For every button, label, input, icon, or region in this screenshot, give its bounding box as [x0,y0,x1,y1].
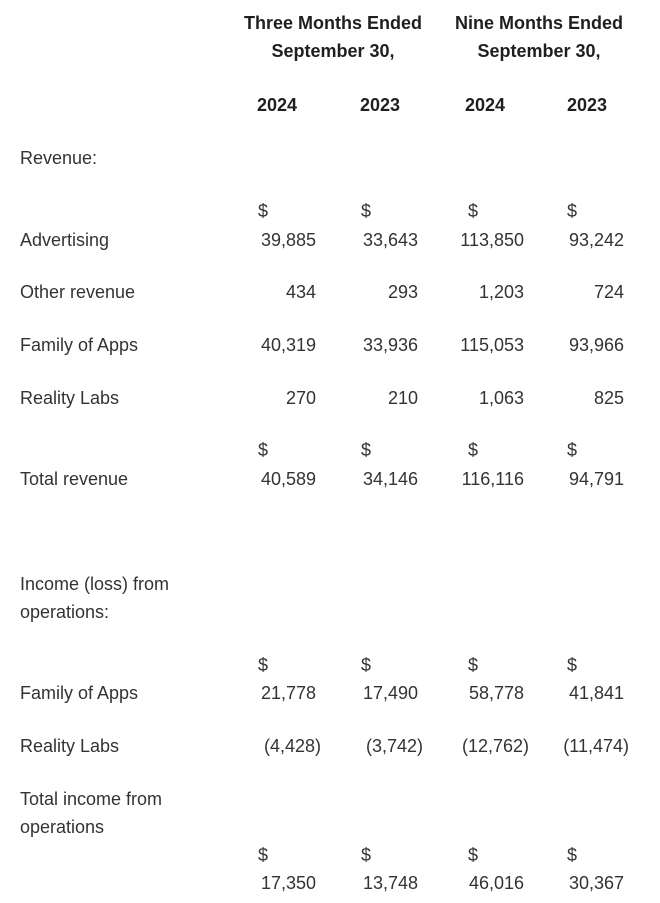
value-cell: (12,762) [461,736,529,756]
value-cell: (11,474) [563,736,629,756]
value-cell: 825 [593,388,624,408]
value-cell: 1,203 [478,282,524,302]
header-three-months: Three Months Ended September 30, [233,9,433,65]
value-cell: 33,643 [362,230,418,250]
value-cell: (3,742) [365,736,423,756]
header-nine-months-line2: September 30, [477,41,601,61]
value-cell: 40,589 [260,469,316,489]
value-cell: 34,146 [362,469,418,489]
row-label-family-of-apps-ops: Family of Apps [20,683,139,703]
dollar-sign: $ [468,201,479,221]
dollar-sign: $ [567,440,578,460]
row-label-reality-labs-ops: Reality Labs [20,736,120,756]
value-cell: 30,367 [568,873,624,893]
value-cell: 40,319 [260,335,316,355]
dollar-sign: $ [258,201,269,221]
value-cell: 724 [593,282,624,302]
value-cell: 293 [387,282,418,302]
value-cell: 270 [285,388,316,408]
dollar-sign: $ [567,201,578,221]
value-cell: 210 [387,388,418,408]
total-ops-label-line1: Total income from [20,789,163,809]
row-label-reality-labs-revenue: Reality Labs [20,388,120,408]
value-cell: 17,490 [362,683,418,703]
row-label-total-revenue: Total revenue [20,469,129,489]
value-cell: 113,850 [460,230,524,250]
header-nine-months: Nine Months Ended September 30, [439,9,639,65]
value-cell: 58,778 [468,683,524,703]
operations-section-label-line2: operations: [20,602,110,622]
year-header-3: 2024 [464,95,506,115]
value-cell: 21,778 [260,683,316,703]
dollar-sign: $ [567,845,578,865]
row-label-other-revenue: Other revenue [20,282,136,302]
dollar-sign: $ [361,655,372,675]
value-cell: 93,242 [568,230,624,250]
dollar-sign: $ [258,440,269,460]
operations-section-label-line1: Income (loss) from [20,574,170,594]
dollar-sign: $ [468,440,479,460]
row-label-total-income-from-operations: Total income from operations [20,785,162,841]
value-cell: 13,748 [362,873,418,893]
row-label-advertising: Advertising [20,230,110,250]
value-cell: 434 [285,282,316,302]
year-header-2: 2023 [359,95,401,115]
dollar-sign: $ [361,201,372,221]
dollar-sign: $ [258,655,269,675]
value-cell: 94,791 [568,469,624,489]
dollar-sign: $ [468,655,479,675]
value-cell: 115,053 [460,335,524,355]
value-cell: 39,885 [260,230,316,250]
value-cell: 46,016 [468,873,524,893]
dollar-sign: $ [361,845,372,865]
year-header-1: 2024 [256,95,298,115]
value-cell: 41,841 [568,683,624,703]
header-three-months-line2: September 30, [271,41,395,61]
value-cell: 116,116 [461,469,524,489]
dollar-sign: $ [361,440,372,460]
total-ops-label-line2: operations [20,817,105,837]
value-cell: 1,063 [478,388,524,408]
value-cell: 93,966 [568,335,624,355]
value-cell: 17,350 [260,873,316,893]
row-label-family-of-apps-revenue: Family of Apps [20,335,139,355]
header-three-months-line1: Three Months Ended [243,13,422,33]
dollar-sign: $ [258,845,269,865]
dollar-sign: $ [468,845,479,865]
dollar-sign: $ [567,655,578,675]
operations-section-label: Income (loss) from operations: [20,570,169,626]
year-header-4: 2023 [566,95,608,115]
header-nine-months-line1: Nine Months Ended [455,13,623,33]
value-cell: 33,936 [362,335,418,355]
revenue-section-label: Revenue: [20,148,98,168]
value-cell: (4,428) [263,736,321,756]
